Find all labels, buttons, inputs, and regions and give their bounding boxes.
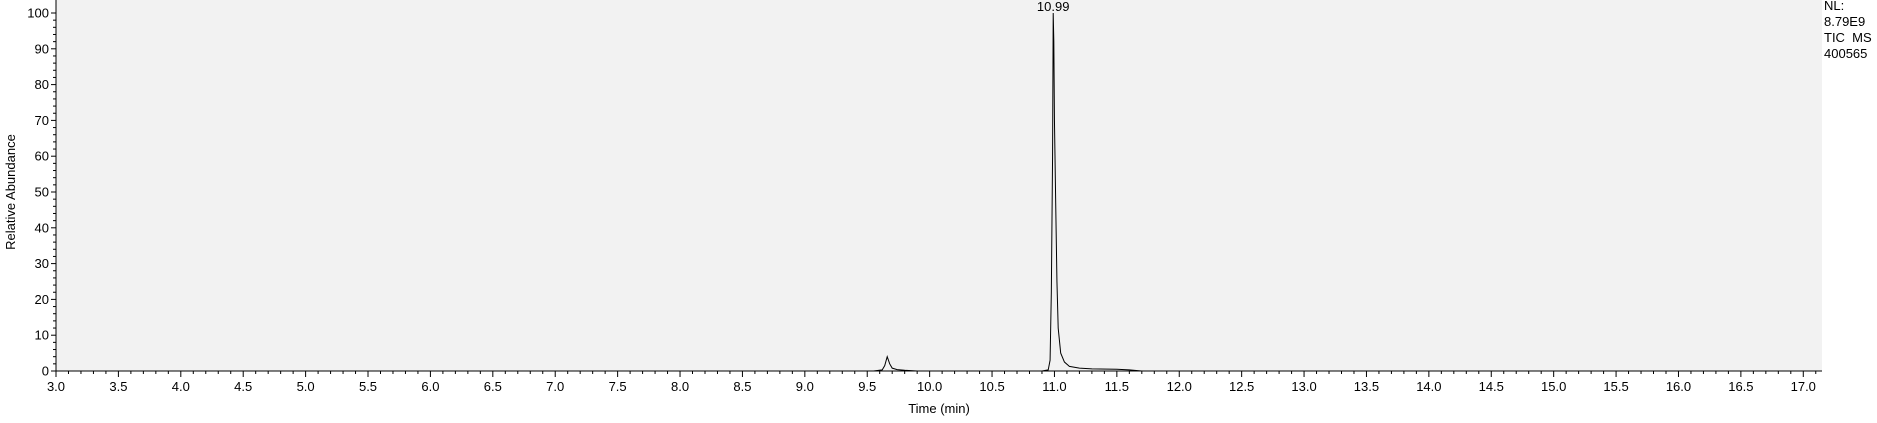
- x-tick-label: 3.0: [47, 379, 65, 394]
- y-tick-label: 20: [35, 292, 49, 307]
- y-tick-label: 10: [35, 328, 49, 343]
- x-tick-label: 3.5: [109, 379, 127, 394]
- y-axis-title: Relative Abundance: [3, 134, 18, 250]
- y-tick-label: 70: [35, 113, 49, 128]
- y-tick-label: 100: [27, 6, 49, 21]
- x-tick-label: 16.0: [1666, 379, 1691, 394]
- x-tick-label: 6.0: [421, 379, 439, 394]
- x-tick-label: 11.0: [1042, 379, 1066, 394]
- y-tick-label: 50: [35, 185, 49, 200]
- x-axis: 3.0 3.5 4.0 4.5 5.0 5.5 6.0 6.5 7.0 7.5 8.0 8.5 9.0 9…: [47, 370, 1822, 394]
- x-tick-label: 4.5: [234, 379, 252, 394]
- y-tick-label: 90: [35, 41, 49, 56]
- y-tick-label: 0: [42, 364, 49, 379]
- x-tick-label: 15.0: [1541, 379, 1566, 394]
- x-tick-label: 8.5: [733, 379, 751, 394]
- info-line-value: 8.79E9: [1824, 14, 1865, 29]
- info-line-id: 400565: [1824, 46, 1867, 61]
- side-info-block: NL: 8.79E9 TIC MS 400565: [1824, 0, 1872, 61]
- info-line-nl: NL:: [1824, 0, 1844, 13]
- x-tick-label: 15.5: [1603, 379, 1628, 394]
- x-tick-label: 13.5: [1354, 379, 1379, 394]
- y-tick-label: 30: [35, 256, 49, 271]
- x-tick-label: 5.5: [359, 379, 377, 394]
- x-tick-label: 16.5: [1728, 379, 1753, 394]
- tic-trace-line: [56, 12, 1822, 372]
- info-line-scan: TIC MS: [1824, 30, 1872, 45]
- x-tick-label: 10.0: [917, 379, 942, 394]
- x-tick-label: 17.0: [1791, 379, 1816, 394]
- x-tick-label: 7.0: [546, 379, 564, 394]
- x-tick-label: 9.0: [796, 379, 814, 394]
- x-tick-label: 14.0: [1416, 379, 1441, 394]
- x-axis-title: Time (min): [908, 401, 970, 416]
- x-tick-label: 5.0: [297, 379, 315, 394]
- x-tick-label: 7.5: [609, 379, 627, 394]
- x-tick-label: 10.5: [979, 379, 1004, 394]
- x-tick-label: 4.0: [172, 379, 190, 394]
- x-tick-label: 11.5: [1105, 379, 1129, 394]
- x-tick-label: 12.5: [1229, 379, 1254, 394]
- y-axis: 0 10 20 30 40 50 60 70 80 90 100: [27, 0, 57, 379]
- x-tick-label: 12.0: [1167, 379, 1192, 394]
- y-tick-label: 80: [35, 77, 49, 92]
- y-tick-label: 60: [35, 149, 49, 164]
- plot-background: [56, 0, 1822, 371]
- peak-label: 10.99: [1037, 0, 1070, 14]
- x-tick-label: 8.0: [671, 379, 689, 394]
- x-tick-label: 6.5: [484, 379, 502, 394]
- x-tick-label: 14.5: [1479, 379, 1504, 394]
- y-tick-label: 40: [35, 220, 49, 235]
- x-tick-label: 9.5: [858, 379, 876, 394]
- x-tick-label: 13.0: [1291, 379, 1316, 394]
